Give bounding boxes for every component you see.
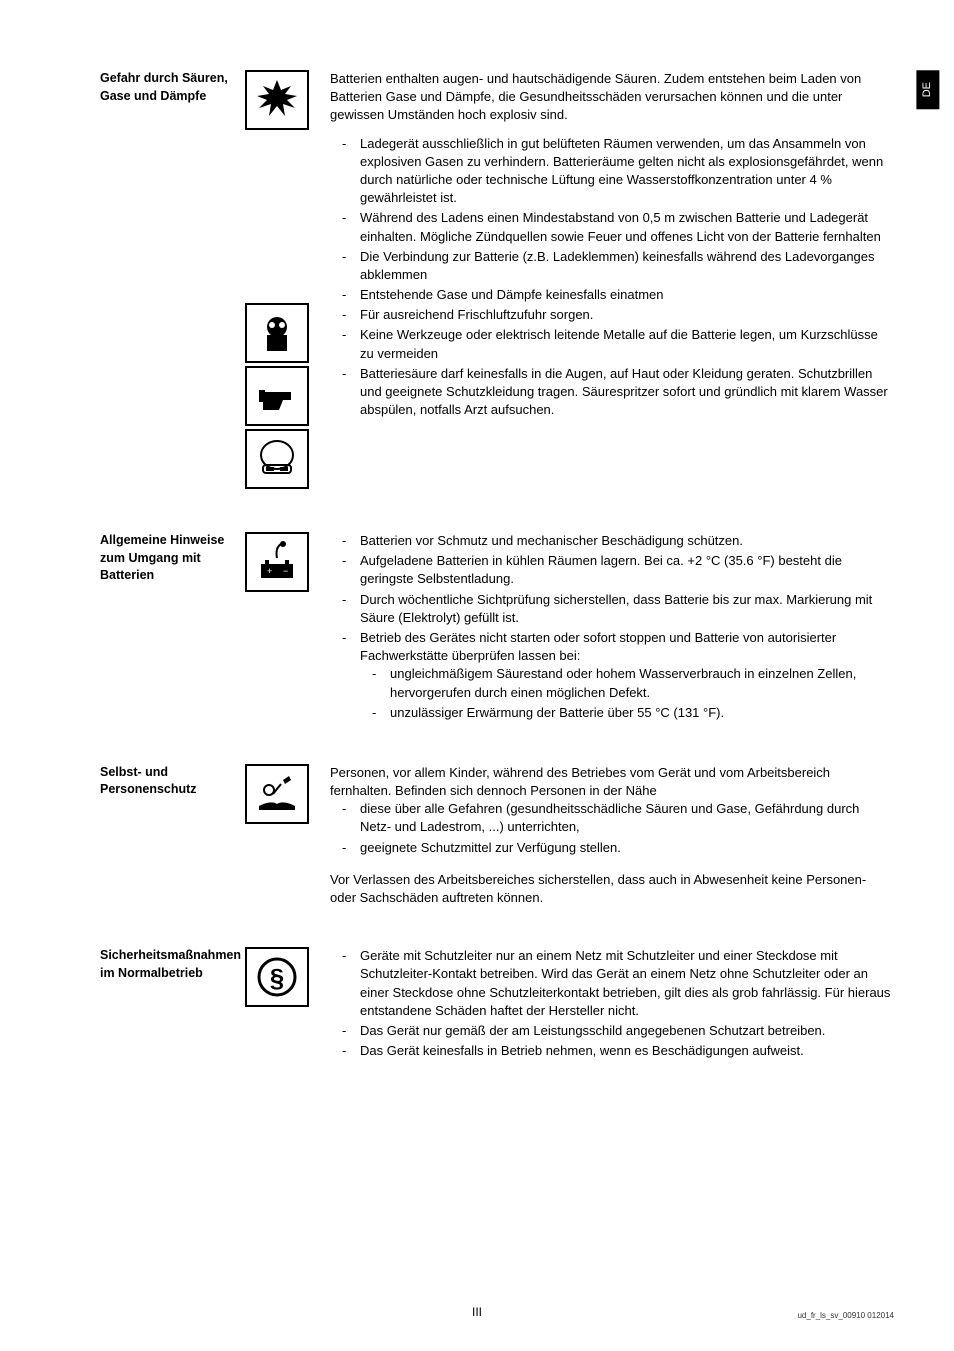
intro-acids: Batterien enthalten augen- und hautschäd… (330, 70, 894, 125)
section-personal: Selbst- und Personenschutz Personen, vor… (100, 764, 894, 907)
list-item: Die Verbindung zur Batterie (z.B. Ladekl… (330, 248, 894, 284)
list-item: Für ausreichend Frischluftzufuhr sorgen. (330, 306, 894, 324)
list-item: Das Gerät nur gemäß der am Leistungsschi… (330, 1022, 894, 1040)
list-item: unzulässiger Erwärmung der Batterie über… (360, 704, 894, 722)
list-item: Batteriesäure darf keinesfalls in die Au… (330, 365, 894, 420)
list-item: Geräte mit Schutzleiter nur an einem Net… (330, 947, 894, 1020)
list-item: Durch wöchentliche Sichtprüfung sicherst… (330, 591, 894, 627)
read-manual-icon (245, 764, 309, 824)
gas-mask-icon (245, 303, 309, 363)
heading-acids: Gefahr durch Säuren, Gase und Dämpfe (100, 70, 245, 492)
list-item: Ladegerät ausschließlich in gut belüftet… (330, 135, 894, 208)
svg-text:−: − (283, 566, 288, 576)
sublist-battery: ungleichmäßigem Säurestand oder hohem Wa… (360, 665, 894, 722)
language-tab: DE (916, 70, 939, 109)
heading-safety: Sicherheitsmaßnahmen im Normalbetrieb (100, 947, 245, 1062)
content-safety: Geräte mit Schutzleiter nur an einem Net… (330, 947, 894, 1062)
footer-code: ud_fr_ls_sv_00910 012014 (797, 1310, 894, 1321)
svg-text:§: § (270, 963, 284, 993)
gloves-icon (245, 366, 309, 426)
icon-column-safety: § (245, 947, 330, 1062)
list-personal: diese über alle Gefahren (gesundheitssch… (330, 800, 894, 857)
list-acids: Ladegerät ausschließlich in gut belüftet… (330, 135, 894, 420)
list-item: Batterien vor Schmutz und mechanischer B… (330, 532, 894, 550)
content-personal: Personen, vor allem Kinder, während des … (330, 764, 894, 907)
list-item: ungleichmäßigem Säurestand oder hohem Wa… (360, 665, 894, 701)
intro-personal: Personen, vor allem Kinder, während des … (330, 764, 894, 800)
list-item: Während des Ladens einen Mindestabstand … (330, 209, 894, 245)
svg-text:+: + (267, 566, 272, 576)
list-item: Keine Werkzeuge oder elektrisch leitende… (330, 326, 894, 362)
goggles-icon (245, 429, 309, 489)
list-safety: Geräte mit Schutzleiter nur an einem Net… (330, 947, 894, 1060)
list-item: Entstehende Gase und Dämpfe keinesfalls … (330, 286, 894, 304)
battery-care-icon: +− (245, 532, 309, 592)
outro-personal: Vor Verlassen des Arbeitsbereiches siche… (330, 871, 894, 907)
list-item: geeignete Schutzmittel zur Verfügung ste… (330, 839, 894, 857)
paragraph-icon: § (245, 947, 309, 1007)
section-safety: Sicherheitsmaßnahmen im Normalbetrieb § … (100, 947, 894, 1062)
list-item: Aufgeladene Batterien in kühlen Räumen l… (330, 552, 894, 588)
list-battery-general: Batterien vor Schmutz und mechanischer B… (330, 532, 894, 722)
explosion-icon (245, 70, 309, 130)
section-battery-general: Allgemeine Hinweise zum Umgang mit Batte… (100, 532, 894, 724)
icon-column-battery: +− (245, 532, 330, 724)
page: DE Gefahr durch Säuren, Gase und Dämpfe … (0, 0, 954, 1351)
list-item: Betrieb des Gerätes nicht starten oder s… (330, 629, 894, 722)
list-item: diese über alle Gefahren (gesundheitssch… (330, 800, 894, 836)
list-item: Das Gerät keinesfalls in Betrieb nehmen,… (330, 1042, 894, 1060)
content-battery-general: Batterien vor Schmutz und mechanischer B… (330, 532, 894, 724)
icon-column-personal (245, 764, 330, 907)
heading-personal: Selbst- und Personenschutz (100, 764, 245, 907)
icon-column-acids (245, 70, 330, 492)
heading-battery-general: Allgemeine Hinweise zum Umgang mit Batte… (100, 532, 245, 724)
content-acids: Batterien enthalten augen- und hautschäd… (330, 70, 894, 492)
section-acids: Gefahr durch Säuren, Gase und Dämpfe Bat… (100, 70, 894, 492)
